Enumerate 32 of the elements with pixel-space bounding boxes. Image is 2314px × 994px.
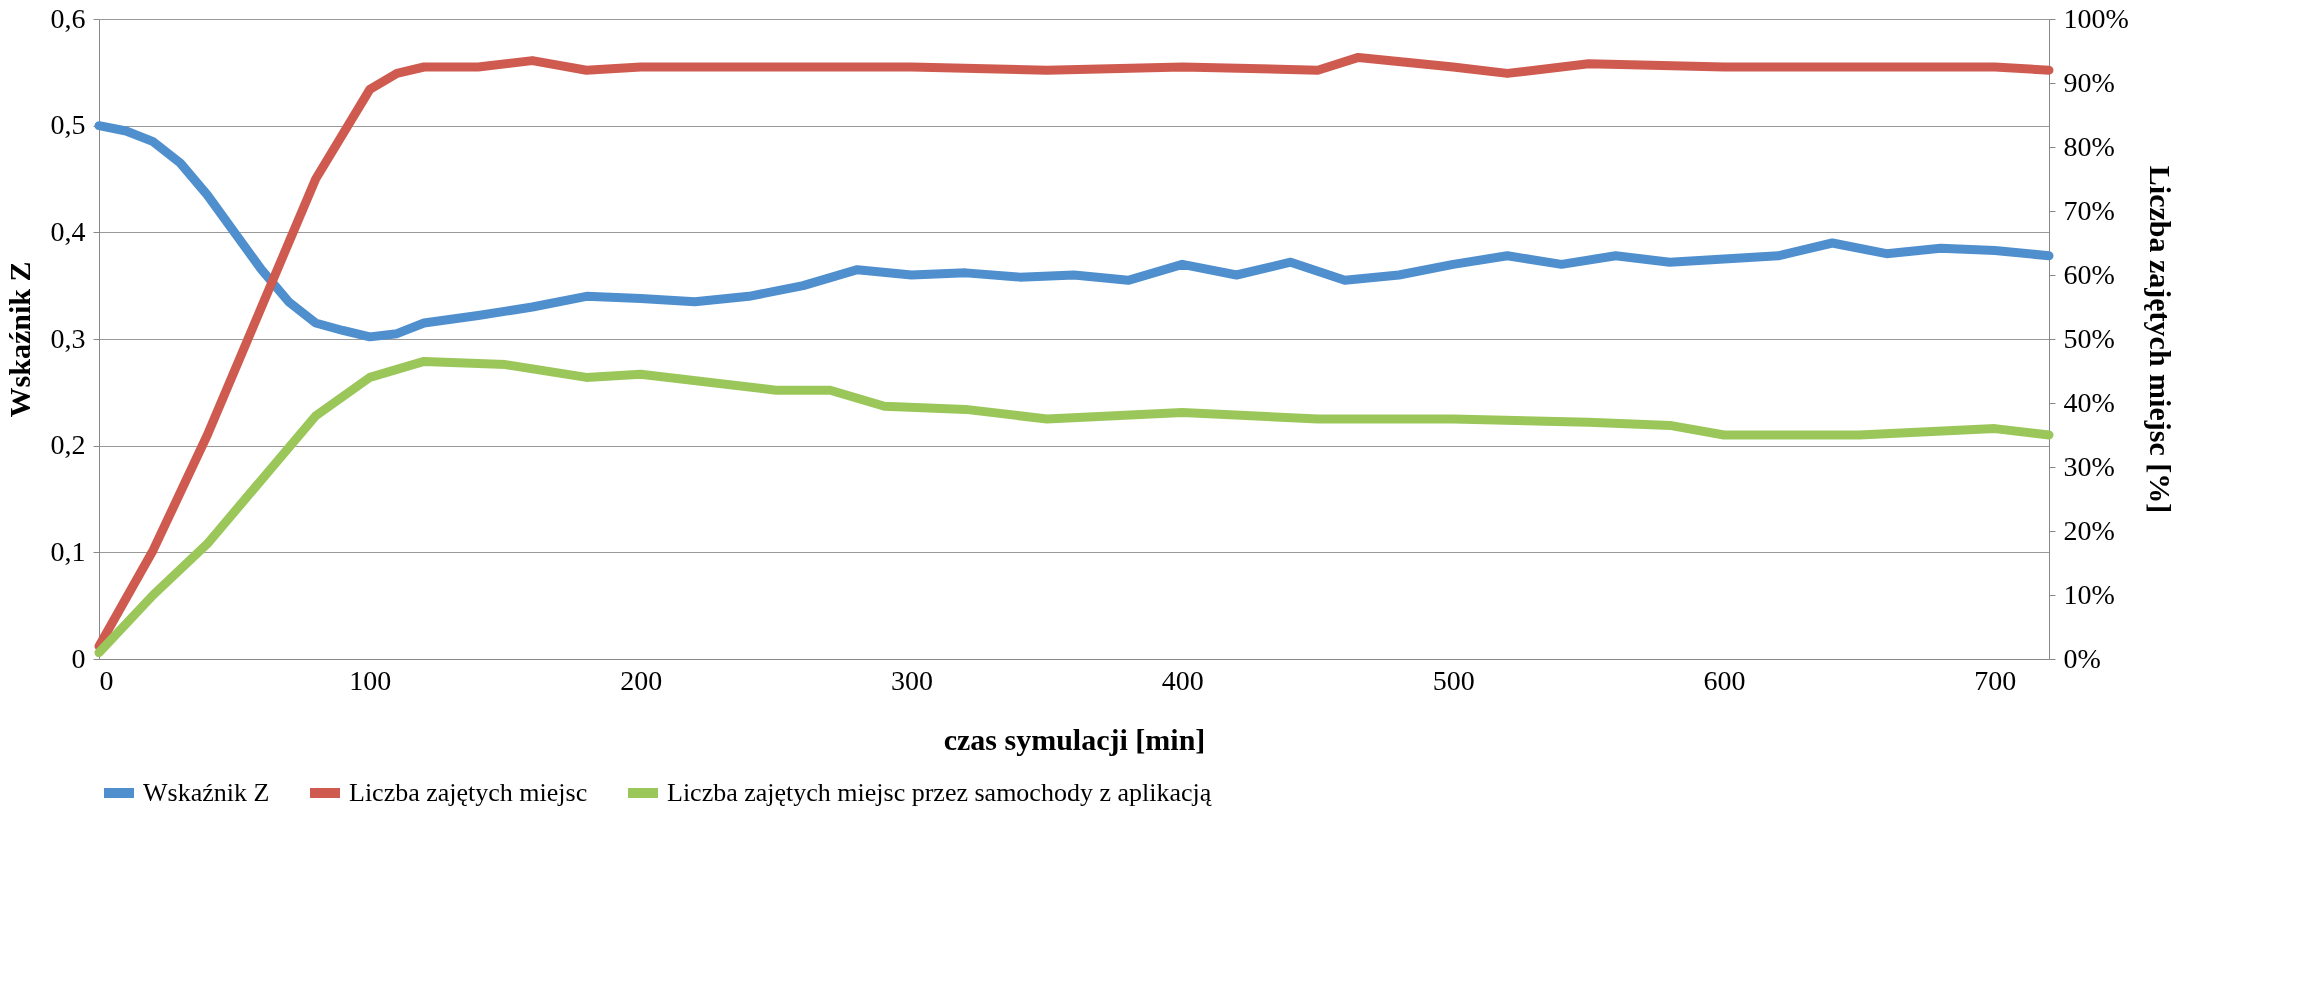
y-tick-label: 0,2 [50,429,86,461]
y-tick-label: 0,5 [50,109,86,141]
x-tick-label: 200 [620,664,663,696]
y2-tick-label: 50% [2063,322,2115,354]
y2-tick-label: 70% [2063,194,2115,226]
y2-tick-label: 90% [2063,66,2115,98]
x-tick-label: 0 [99,664,114,696]
y-tick-label: 0 [71,642,86,674]
y2-tick-label: 100% [2063,2,2129,34]
legend-label: Liczba zajętych miejsc [349,778,588,807]
x-tick-label: 300 [891,664,933,696]
y2-tick-label: 40% [2063,386,2115,418]
x-tick-label: 100 [349,664,392,696]
legend-label: Liczba zajętych miejsc przez samochody z aplikacją [667,778,1212,807]
y2-tick-label: 60% [2063,258,2115,290]
y2-tick-label: 10% [2063,578,2115,610]
x-tick-label: 500 [1432,664,1475,696]
y2-tick-label: 20% [2063,514,2115,546]
y2-axis-title: Liczba zajętych miejsc [%] [2143,165,2177,514]
x-axis-title: czas symulacji [min] [943,722,1206,756]
y2-tick-label: 80% [2063,130,2115,162]
y2-tick-label: 30% [2063,450,2115,482]
x-tick-label: 400 [1161,664,1204,696]
legend-label: Wskaźnik Z [143,778,270,807]
y2-tick-label: 0% [2063,642,2101,674]
x-tick-label: 700 [1974,664,2017,696]
y-tick-label: 0,3 [50,322,86,354]
y-tick-label: 0,1 [50,535,86,567]
y-axis-title: Wskaźnik Z [2,261,36,418]
x-tick-label: 600 [1703,664,1746,696]
y-tick-label: 0,4 [50,215,86,247]
y-tick-label: 0,6 [50,2,86,34]
